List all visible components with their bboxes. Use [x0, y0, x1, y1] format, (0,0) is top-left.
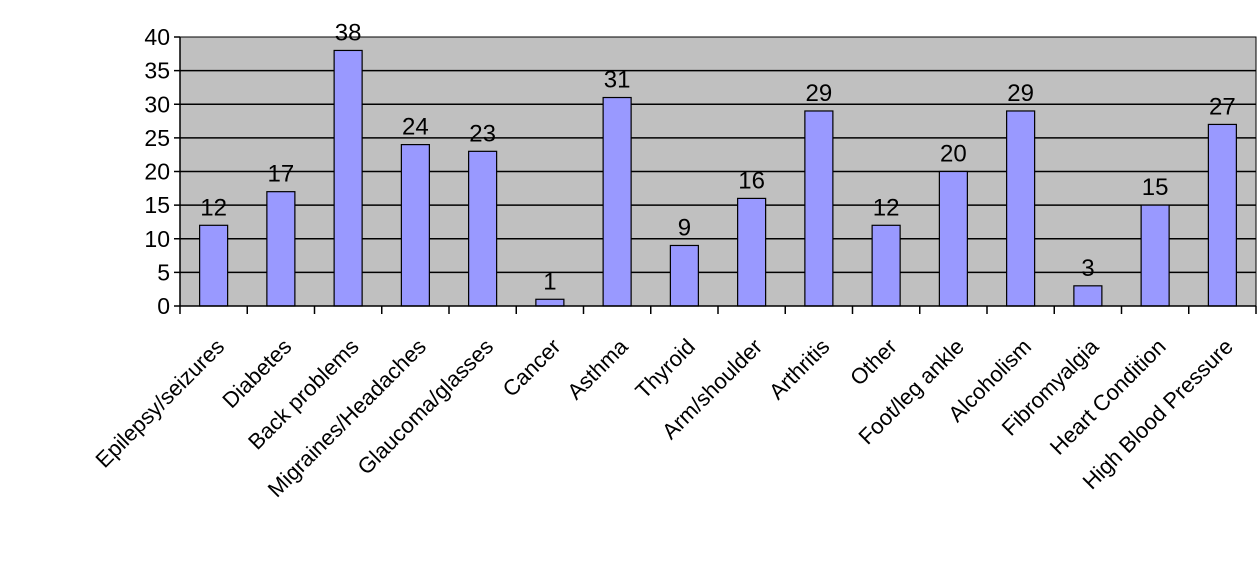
y-axis: 0 5 10 15 20 25 30 35 40: [144, 24, 181, 319]
bar: [400, 144, 430, 307]
bar: [1073, 285, 1103, 307]
data-label: 23: [469, 120, 496, 147]
bar: [535, 298, 565, 307]
y-tick-label: 5: [157, 259, 170, 285]
bar: [938, 170, 968, 307]
data-label: 38: [335, 19, 362, 46]
bar: [669, 244, 699, 307]
bar: [1140, 204, 1170, 307]
data-label: 16: [738, 167, 765, 194]
bar: [602, 96, 632, 307]
bar: [804, 110, 834, 307]
bar: [266, 191, 296, 307]
data-label: 17: [268, 161, 295, 188]
data-label: 3: [1081, 255, 1094, 282]
data-label: 29: [806, 80, 833, 107]
bar: [1207, 123, 1237, 307]
bar: [199, 224, 229, 307]
data-label: 20: [940, 141, 967, 168]
data-label: 31: [604, 67, 631, 94]
data-label: 1: [543, 268, 556, 295]
data-label: 12: [200, 194, 227, 221]
data-label: 12: [873, 194, 900, 221]
data-labels: 12 17 38 24 23 1 31 9 16 29 12 20 29 3 15 27: [200, 19, 1235, 295]
y-tick-label: 0: [157, 293, 170, 319]
bar: [1006, 110, 1036, 307]
data-label: 15: [1142, 174, 1169, 201]
bar: [737, 197, 767, 307]
y-tick-label: 20: [144, 159, 170, 185]
data-label: 29: [1007, 80, 1034, 107]
y-tick-label: 30: [144, 91, 170, 117]
y-tick-label: 35: [144, 58, 170, 84]
data-label: 27: [1209, 93, 1236, 120]
y-tick-label: 25: [144, 125, 170, 151]
bar: [468, 150, 498, 307]
y-tick-label: 15: [144, 192, 170, 218]
bar: [333, 49, 363, 307]
y-tick-label: 40: [144, 24, 170, 50]
data-label: 24: [402, 114, 429, 141]
bar: [871, 224, 901, 307]
y-tick-label: 10: [144, 226, 170, 252]
data-label: 9: [678, 214, 691, 241]
